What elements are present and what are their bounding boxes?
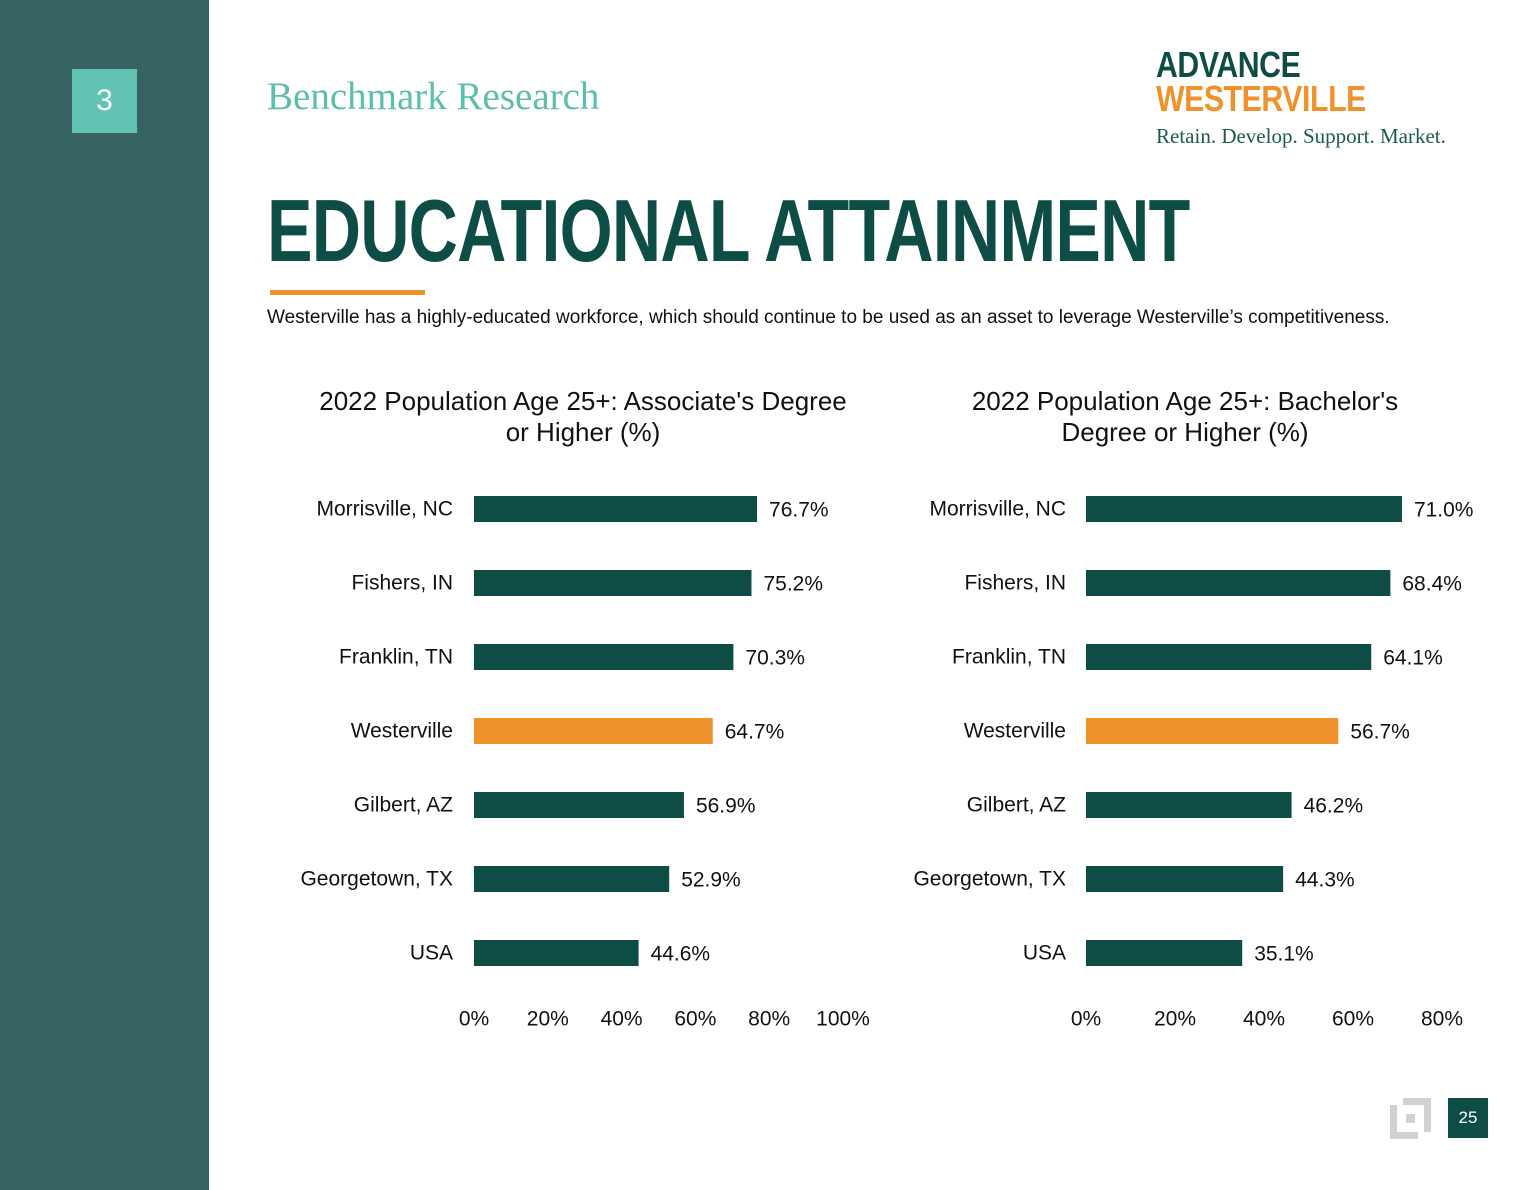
assoc-value-label-gilbert-az: 56.9%	[696, 795, 756, 818]
chart-associates-title: 2022 Population Age 25+: Associate's Deg…	[319, 386, 847, 447]
bach-category-label-franklin-tn: Franklin, TN	[952, 646, 1066, 669]
sidebar-panel	[0, 0, 209, 1190]
page-description: Westerville has a highly-educated workfo…	[267, 307, 1390, 328]
assoc-bar-franklin-tn	[474, 644, 734, 670]
bach-category-label-georgetown-tx: Georgetown, TX	[913, 868, 1066, 891]
bach-category-label-gilbert-az: Gilbert, AZ	[967, 794, 1066, 817]
bach-value-label-georgetown-tx: 44.3%	[1295, 869, 1355, 892]
bach-x-tick-label: 60%	[1332, 1008, 1374, 1031]
bach-bar-usa	[1086, 940, 1243, 966]
bach-bar-gilbert-az	[1086, 792, 1292, 818]
bach-bar-westerville	[1086, 718, 1339, 744]
assoc-value-label-usa: 44.6%	[651, 943, 711, 966]
bach-x-tick-label: 40%	[1243, 1008, 1285, 1031]
assoc-bar-georgetown-tx	[474, 866, 670, 892]
bach-category-label-usa: USA	[1023, 942, 1066, 965]
assoc-value-label-fishers-in: 75.2%	[763, 573, 823, 596]
assoc-category-label-georgetown-tx: Georgetown, TX	[300, 868, 453, 891]
assoc-bar-morrisville-nc	[474, 496, 758, 522]
chart-bachelors-title: 2022 Population Age 25+: Bachelor's Degr…	[971, 386, 1399, 447]
assoc-value-label-westerville: 64.7%	[725, 721, 785, 744]
bracket-logo-icon	[1390, 1098, 1431, 1139]
assoc-x-tick-label: 100%	[816, 1008, 870, 1031]
title-underline	[270, 290, 425, 295]
assoc-value-label-georgetown-tx: 52.9%	[681, 869, 741, 892]
page-number: 25	[1448, 1098, 1488, 1138]
assoc-category-label-morrisville-nc: Morrisville, NC	[317, 498, 454, 521]
bach-value-label-westerville: 56.7%	[1350, 721, 1410, 744]
assoc-x-tick-label: 20%	[527, 1008, 569, 1031]
assoc-value-label-morrisville-nc: 76.7%	[769, 499, 829, 522]
assoc-bar-westerville	[474, 718, 713, 744]
assoc-x-tick-label: 40%	[601, 1008, 643, 1031]
assoc-x-tick-label: 60%	[674, 1008, 716, 1031]
logo-line-westerville: WESTERVILLE	[1156, 78, 1366, 119]
bach-value-label-fishers-in: 68.4%	[1402, 573, 1462, 596]
section-number-badge: 3	[72, 69, 137, 133]
assoc-category-label-franklin-tn: Franklin, TN	[339, 646, 453, 669]
bach-bar-morrisville-nc	[1086, 496, 1402, 522]
assoc-category-label-usa: USA	[410, 942, 453, 965]
section-title: Benchmark Research	[267, 75, 600, 118]
bach-x-tick-label: 80%	[1421, 1008, 1463, 1031]
bach-bar-georgetown-tx	[1086, 866, 1284, 892]
bach-x-tick-label: 20%	[1154, 1008, 1196, 1031]
bach-bar-fishers-in	[1086, 570, 1391, 596]
bach-value-label-morrisville-nc: 71.0%	[1414, 499, 1474, 522]
bach-category-label-westerville: Westerville	[964, 720, 1066, 743]
bach-category-label-fishers-in: Fishers, IN	[964, 572, 1066, 595]
bach-category-label-morrisville-nc: Morrisville, NC	[930, 498, 1067, 521]
logo-line-advance: ADVANCE	[1156, 44, 1301, 85]
bach-bar-franklin-tn	[1086, 644, 1372, 670]
assoc-bar-usa	[474, 940, 639, 966]
bach-value-label-franklin-tn: 64.1%	[1383, 647, 1443, 670]
assoc-category-label-westerville: Westerville	[351, 720, 453, 743]
assoc-bar-gilbert-az	[474, 792, 684, 818]
assoc-bar-fishers-in	[474, 570, 752, 596]
bach-value-label-gilbert-az: 46.2%	[1304, 795, 1364, 818]
assoc-value-label-franklin-tn: 70.3%	[745, 647, 805, 670]
advance-westerville-logo: ADVANCE WESTERVILLE	[1156, 44, 1406, 119]
page-title: EDUCATIONAL ATTAINMENT	[267, 181, 1190, 280]
logo-tagline: Retain. Develop. Support. Market.	[1156, 124, 1446, 148]
assoc-category-label-fishers-in: Fishers, IN	[351, 572, 453, 595]
assoc-x-tick-label: 0%	[459, 1008, 489, 1031]
assoc-x-tick-label: 80%	[748, 1008, 790, 1031]
assoc-category-label-gilbert-az: Gilbert, AZ	[354, 794, 453, 817]
bach-value-label-usa: 35.1%	[1254, 943, 1314, 966]
bach-x-tick-label: 0%	[1071, 1008, 1101, 1031]
